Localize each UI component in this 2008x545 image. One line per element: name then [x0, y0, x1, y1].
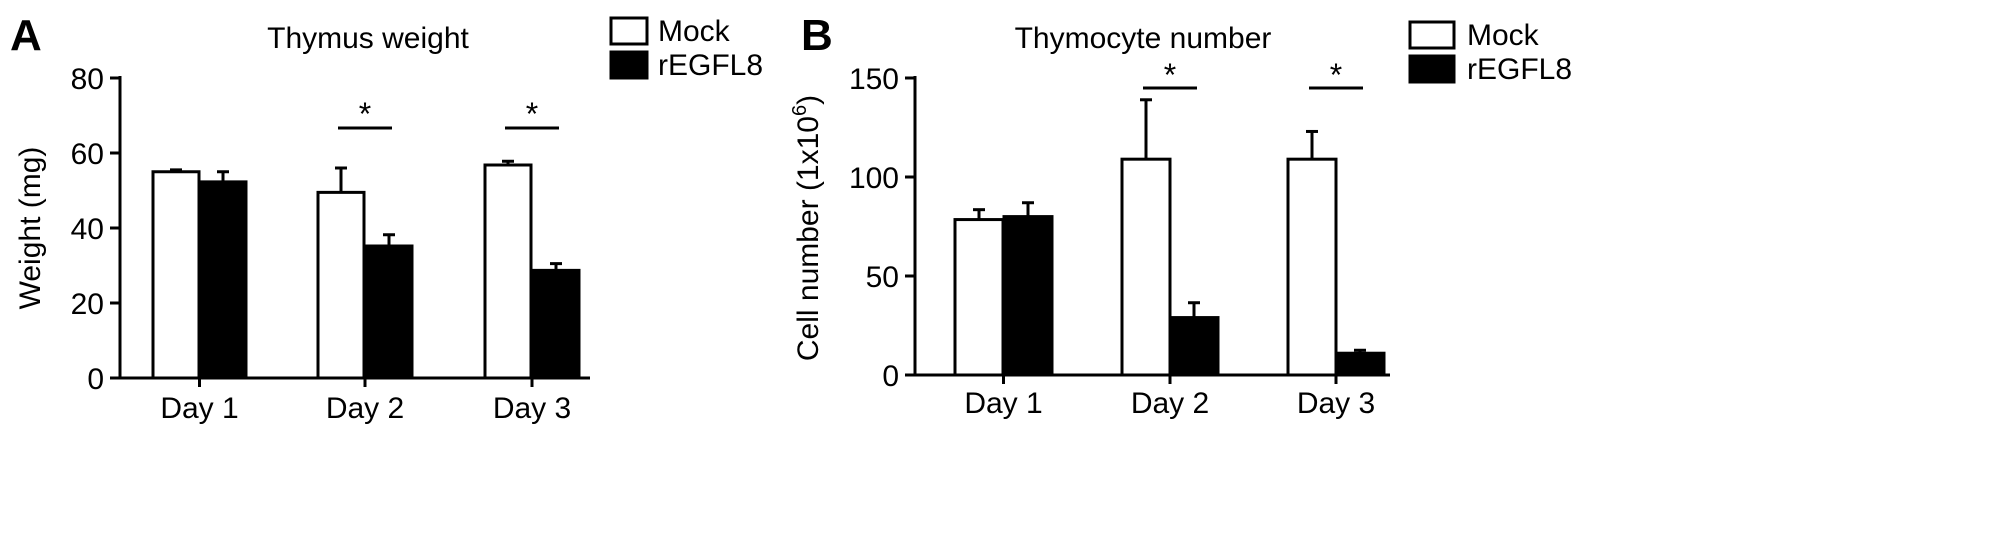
panel-label: B: [801, 11, 833, 60]
chart-title: Thymus weight: [267, 22, 469, 55]
bar-mock: [151, 170, 201, 380]
chart-title: Thymocyte number: [1015, 22, 1272, 55]
bar-mock: [316, 190, 366, 380]
bar-regfl8: [1002, 215, 1054, 377]
chart-panel-b: B Thymocyte number 0 50 100 150 Cell number (1…: [789, 11, 1572, 420]
legend-label-regfl8: rEGFL8: [658, 49, 763, 82]
y-axis-label-text: Weight (mg): [14, 147, 47, 310]
bar-regfl8: [198, 180, 248, 380]
legend-label-regfl8: rEGFL8: [1467, 53, 1572, 86]
legend-swatch-mock: [609, 16, 649, 46]
y-tick-label: 100: [849, 162, 899, 195]
legend-swatch-mock: [1408, 20, 1456, 50]
legend-swatch-regfl8: [1408, 54, 1456, 84]
y-axis-label: Cell number (1x106): [789, 95, 825, 361]
y-tick-label: 60: [71, 138, 104, 171]
y-tick-label: 150: [849, 63, 899, 96]
significance-star: *: [359, 96, 371, 132]
bar-regfl8: [531, 268, 581, 380]
chart-panel-a: A Thymus weight 0 20 40 60 80 Weight (mg) Day 1 D…: [10, 11, 763, 425]
legend-label-mock: Mock: [1467, 19, 1540, 52]
significance-star: *: [1330, 57, 1342, 93]
y-tick-label: 0: [882, 360, 899, 393]
x-tick-label: Day 1: [964, 387, 1042, 420]
y-tick-label: 80: [71, 63, 104, 96]
significance-star: *: [1164, 57, 1176, 93]
x-tick-label: Day 3: [1297, 387, 1375, 420]
significance-star: *: [526, 96, 538, 132]
x-tick-label: Day 2: [1131, 387, 1209, 420]
legend-swatch-regfl8: [609, 50, 649, 80]
x-tick-label: Day 2: [326, 392, 404, 425]
bar-mock: [953, 218, 1005, 377]
y-axis-label: Weight (mg): [14, 147, 47, 310]
y-tick-label: 0: [87, 363, 104, 396]
legend-label-mock: Mock: [658, 15, 731, 48]
bar-regfl8: [364, 244, 414, 380]
y-axis-label-superscript: 6: [789, 105, 811, 116]
bar-mock: [483, 163, 533, 380]
bar-mock: [1120, 157, 1172, 377]
bar-regfl8: [1334, 351, 1386, 377]
y-axis-label-text: Cell number (1x10: [792, 116, 825, 361]
x-tick-label: Day 3: [493, 392, 571, 425]
y-tick-label: 50: [866, 261, 899, 294]
y-axis-label-suffix: ): [792, 95, 825, 105]
y-tick-label: 40: [71, 213, 104, 246]
bar-regfl8: [1168, 316, 1220, 377]
panel-label: A: [10, 11, 42, 60]
y-tick-label: 20: [71, 288, 104, 321]
bar-mock: [1286, 157, 1338, 377]
x-tick-label: Day 1: [160, 392, 238, 425]
